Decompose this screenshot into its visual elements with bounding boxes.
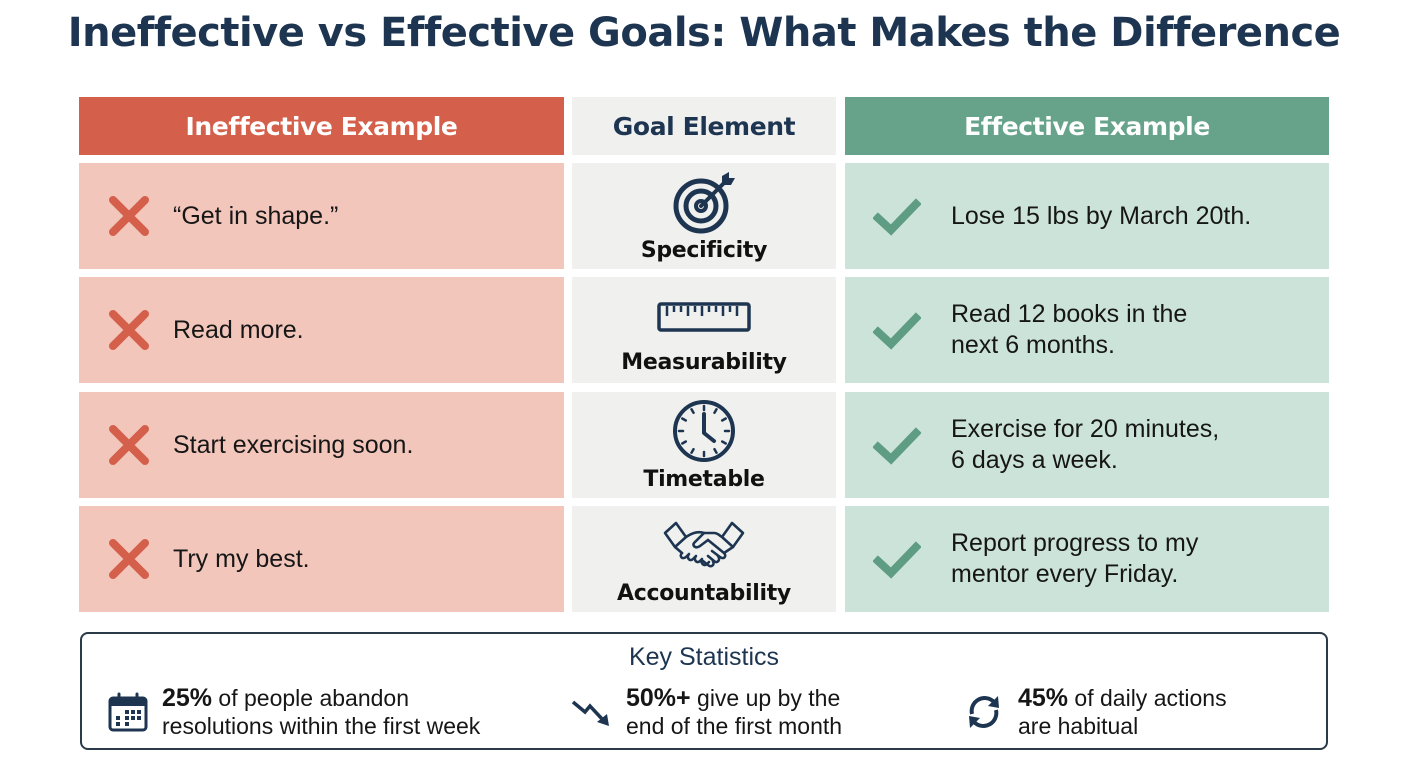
refresh-cycle-icon [962, 690, 1006, 734]
stat-text: 50%+ give up by the end of the first mon… [626, 684, 843, 739]
stats-title: Key Statistics [628, 643, 780, 671]
effective-text: Exercise for 20 minutes, 6 days a week. [951, 415, 1220, 474]
cross-icon [109, 196, 149, 236]
page-title: Ineffective vs Effective Goals: What Mak… [67, 10, 1341, 56]
calendar-icon [106, 690, 150, 734]
element-label: Specificity [640, 238, 768, 263]
cross-icon [109, 539, 149, 579]
header-ineffective: Ineffective Example [79, 97, 564, 155]
ineffective-text: Read more. [173, 315, 304, 344]
stat-text: 25% of people abandon resolutions within… [162, 684, 481, 739]
handshake-icon [662, 519, 746, 577]
ineffective-cell: “Get in shape.” [79, 163, 564, 269]
stat-item: 50%+ give up by the end of the first mon… [570, 684, 842, 740]
check-icon [873, 312, 921, 350]
clock-icon [672, 399, 736, 463]
ineffective-text: “Get in shape.” [173, 201, 339, 230]
element-cell: Specificity [572, 163, 836, 269]
ineffective-text: Start exercising soon. [173, 430, 414, 459]
stat-value: 25% [162, 684, 213, 712]
target-icon [672, 172, 736, 234]
key-statistics-panel: Key Statistics 25% of people abandon res… [80, 632, 1328, 750]
ineffective-cell: Start exercising soon. [79, 392, 564, 498]
effective-cell: Exercise for 20 minutes, 6 days a week. [845, 392, 1329, 498]
cross-icon [109, 425, 149, 465]
header-goal-element: Goal Element [572, 97, 836, 155]
stat-text: 45% of daily actions are habitual [1018, 684, 1227, 739]
effective-text: Read 12 books in the next 6 months. [951, 300, 1188, 359]
element-label: Measurability [621, 350, 787, 375]
element-label: Accountability [617, 581, 791, 606]
check-icon [873, 541, 921, 579]
ineffective-cell: Read more. [79, 277, 564, 383]
ineffective-cell: Try my best. [79, 506, 564, 612]
effective-text: Lose 15 lbs by March 20th. [951, 201, 1252, 230]
stat-value: 50%+ [626, 684, 691, 712]
stat-item: 25% of people abandon resolutions within… [106, 684, 480, 740]
element-label: Timetable [643, 467, 765, 492]
effective-cell: Read 12 books in the next 6 months. [845, 277, 1329, 383]
check-icon [873, 198, 921, 236]
stat-item: 45% of daily actions are habitual [962, 684, 1227, 740]
element-cell: Measurability [572, 277, 836, 383]
stat-value: 45% [1018, 684, 1069, 712]
effective-text: Report progress to my mentor every Frida… [951, 529, 1199, 588]
ineffective-text: Try my best. [173, 544, 310, 573]
element-cell: Accountability [572, 506, 836, 612]
cross-icon [109, 310, 149, 350]
ruler-icon [657, 302, 751, 332]
element-cell: Timetable [572, 392, 836, 498]
trend-down-icon [570, 690, 614, 734]
header-effective: Effective Example [845, 97, 1329, 155]
effective-cell: Lose 15 lbs by March 20th. [845, 163, 1329, 269]
check-icon [873, 427, 921, 465]
effective-cell: Report progress to my mentor every Frida… [845, 506, 1329, 612]
